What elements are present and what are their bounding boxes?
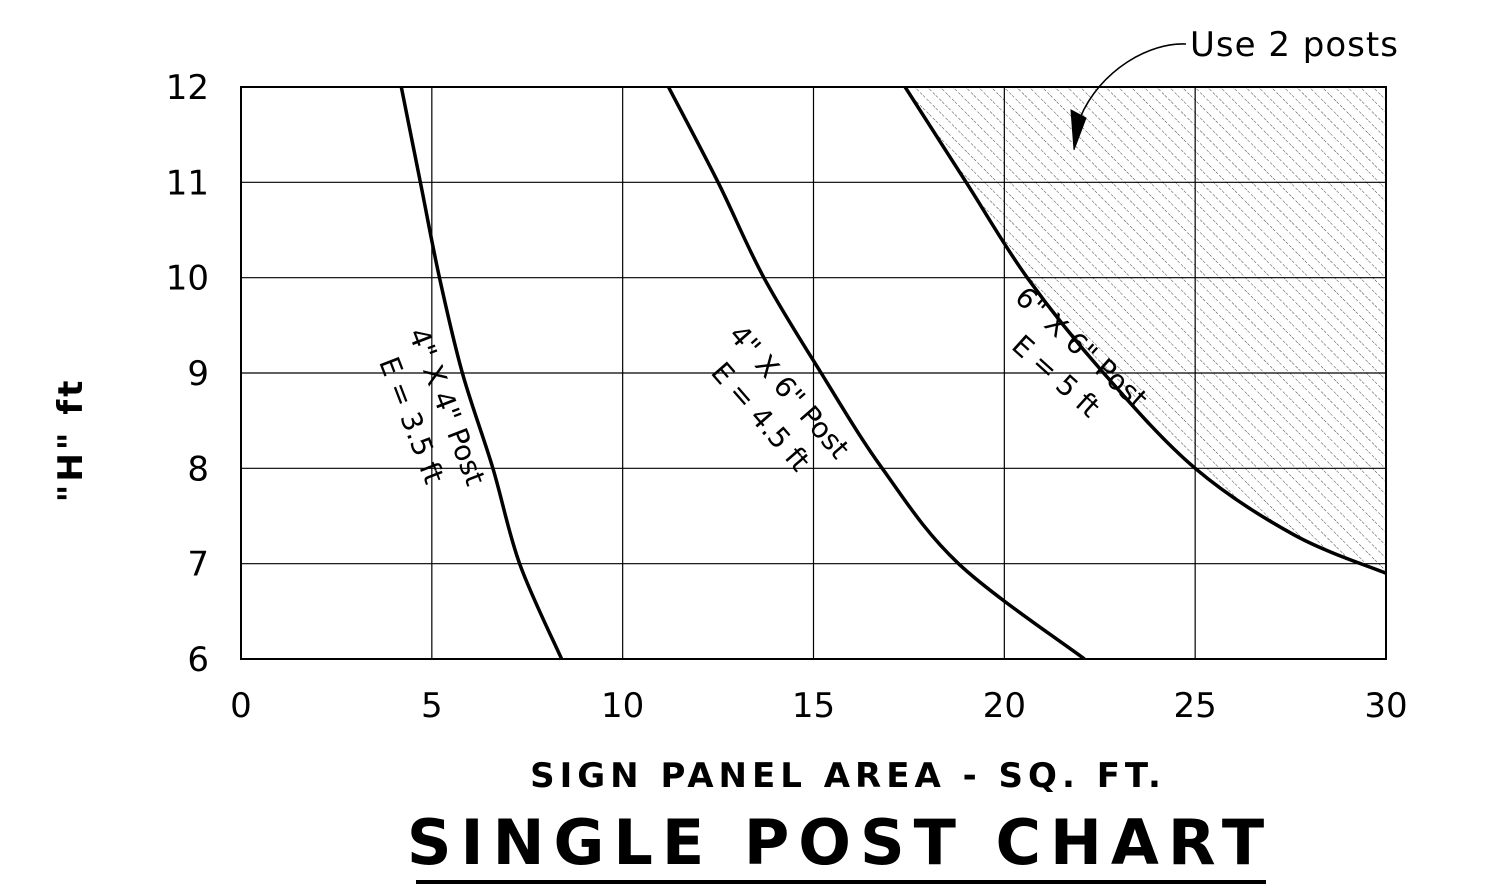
two-posts-shaded-region <box>905 87 1386 574</box>
annotation-arrowhead-icon <box>1070 109 1087 151</box>
curve-4x6-post <box>666 87 1086 659</box>
use-two-posts-label: Use 2 posts <box>1190 25 1399 65</box>
x-axis-title: SIGN PANEL AREA - SQ. FT. <box>530 756 1166 796</box>
label-4x4-post: 4" X 4" Post E = 3.5 ft <box>372 323 492 490</box>
y-axis-title: "H" ft <box>51 378 91 503</box>
x-tick-label: 15 <box>792 686 835 726</box>
x-tick-label: 0 <box>230 686 252 726</box>
x-tick-label: 10 <box>601 686 644 726</box>
y-tick-label: 8 <box>187 449 209 489</box>
x-tick-label: 5 <box>421 686 443 726</box>
curve-6x6-post <box>903 87 1386 575</box>
x-tick-label: 20 <box>983 686 1026 726</box>
y-tick-label: 9 <box>187 354 209 394</box>
y-tick-labels: 6 7 8 9 10 11 12 <box>166 68 209 680</box>
label-4x6-post: 4" X 6" Post E = 4.5 ft <box>704 318 856 477</box>
x-tick-label: 25 <box>1174 686 1217 726</box>
chart-title: SINGLE POST CHART <box>407 806 1273 879</box>
y-tick-label: 7 <box>187 545 209 585</box>
y-tick-label: 11 <box>166 163 209 203</box>
grid-lines <box>241 87 1386 659</box>
post-curves <box>399 87 1386 659</box>
curve-4x4-post <box>399 87 564 659</box>
annotation-leader-line <box>1079 43 1187 119</box>
plot-frame <box>240 86 1387 660</box>
y-tick-label: 10 <box>166 259 209 299</box>
y-tick-label: 6 <box>187 640 209 680</box>
y-tick-label: 12 <box>166 68 209 108</box>
x-tick-label: 30 <box>1364 686 1407 726</box>
x-tick-labels: 0 5 10 15 20 25 30 <box>230 686 1407 726</box>
